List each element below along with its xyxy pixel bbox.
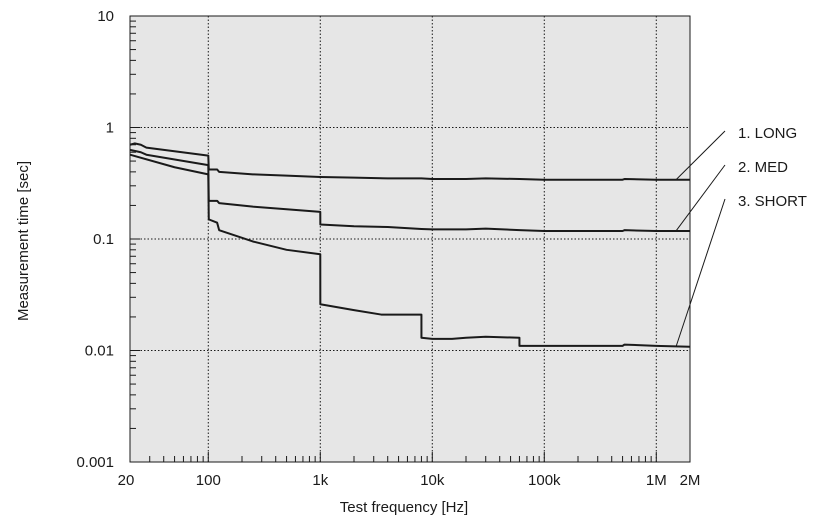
legend-leader-line <box>675 130 726 181</box>
plot-frame <box>129 15 691 463</box>
y-tick-label: 10 <box>97 8 114 25</box>
x-tick-label: 1k <box>312 472 328 489</box>
y-tick-labels: 10 1 0.1 0.01 0.001 <box>76 8 114 471</box>
x-tick-label: 100 <box>196 472 221 489</box>
grid-lines <box>130 16 690 462</box>
y-tick-label: 0.001 <box>76 454 114 471</box>
legend: 1. LONG 2. MED 3. SHORT <box>675 125 807 347</box>
y-tick-label: 0.01 <box>85 343 114 360</box>
legend-label: 1. LONG <box>738 125 797 142</box>
legend-leader-line <box>675 164 726 232</box>
y-tick-label: 1 <box>106 120 114 137</box>
y-axis-title: Measurement time [sec] <box>15 161 32 321</box>
minor-ticks <box>129 20 691 463</box>
legend-leader-line <box>675 198 726 347</box>
series-lines <box>129 142 691 348</box>
y-tick-label: 0.1 <box>93 231 114 248</box>
series-line <box>129 142 690 181</box>
series-line <box>129 153 691 348</box>
x-tick-label: 10k <box>420 472 445 489</box>
legend-label: 2. MED <box>738 159 788 176</box>
x-axis-title: Test frequency [Hz] <box>340 499 468 516</box>
legend-label: 3. SHORT <box>738 193 807 210</box>
x-tick-label: 1M <box>646 472 667 489</box>
x-tick-label: 2M <box>680 472 701 489</box>
x-tick-label: 100k <box>528 472 561 489</box>
x-tick-labels: 20 100 1k 10k 100k 1M 2M <box>118 472 701 489</box>
x-tick-label: 20 <box>118 472 135 489</box>
